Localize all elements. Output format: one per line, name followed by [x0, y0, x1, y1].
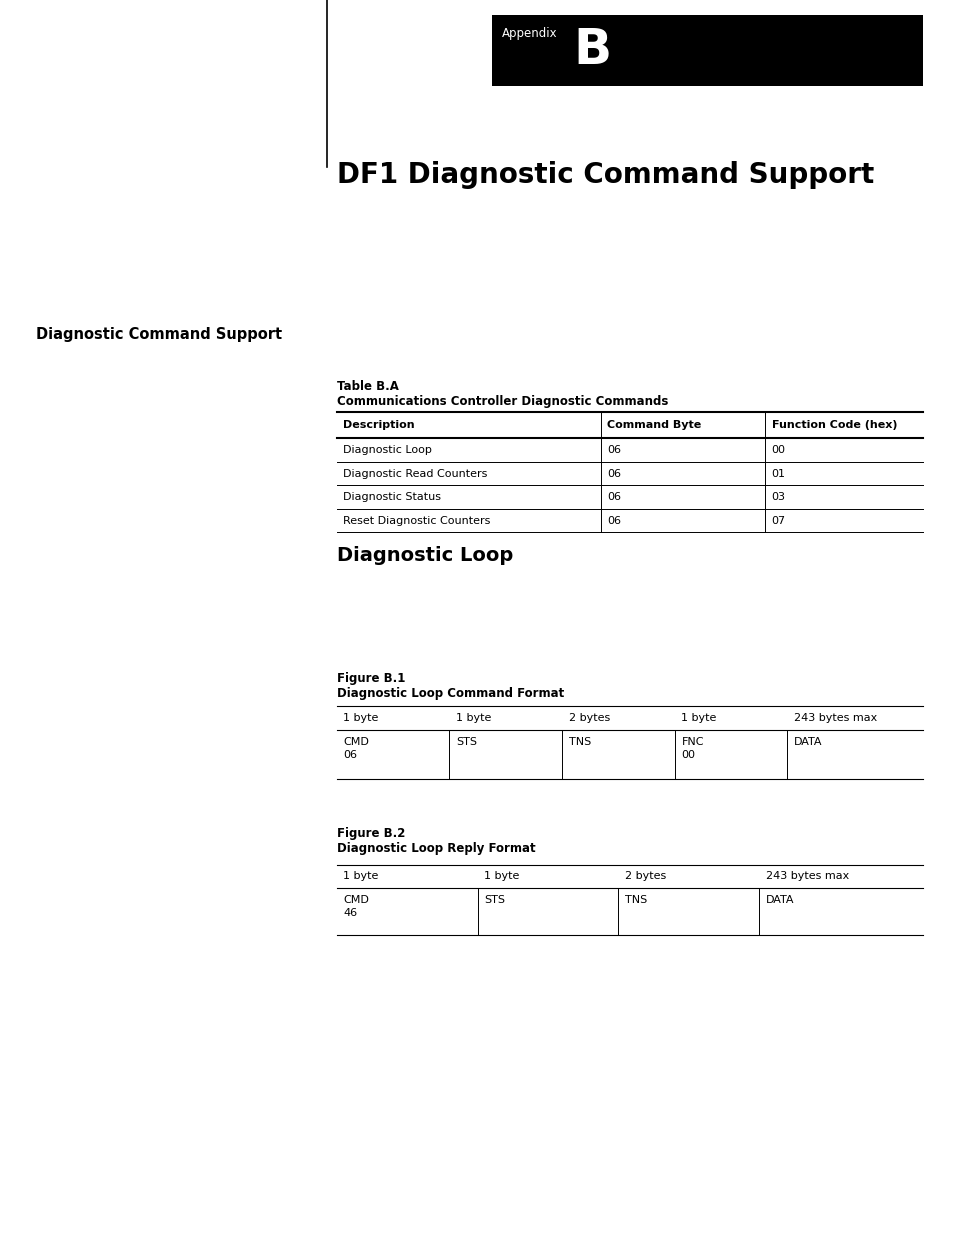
Text: 1 byte: 1 byte — [343, 713, 378, 724]
Text: 03: 03 — [771, 492, 785, 503]
Text: TNS: TNS — [568, 737, 590, 747]
Text: Diagnostic Read Counters: Diagnostic Read Counters — [343, 468, 487, 479]
Text: DF1 Diagnostic Command Support: DF1 Diagnostic Command Support — [336, 161, 873, 189]
Text: 01: 01 — [771, 468, 785, 479]
Text: TNS: TNS — [624, 895, 647, 905]
Text: Command Byte: Command Byte — [607, 420, 701, 431]
Text: Diagnostic Loop Reply Format: Diagnostic Loop Reply Format — [336, 842, 535, 856]
Text: 243 bytes max: 243 bytes max — [765, 871, 848, 882]
Text: 07: 07 — [771, 515, 785, 526]
Text: 1 byte: 1 byte — [484, 871, 519, 882]
Text: Diagnostic Loop: Diagnostic Loop — [336, 546, 513, 564]
Bar — [492, 15, 923, 86]
Text: Function Code (hex): Function Code (hex) — [771, 420, 897, 431]
Text: 1 byte: 1 byte — [456, 713, 491, 724]
Text: 06: 06 — [607, 468, 620, 479]
Text: B: B — [573, 26, 611, 74]
Text: FNC
00: FNC 00 — [680, 737, 703, 760]
Text: Description: Description — [343, 420, 415, 431]
Text: 1 byte: 1 byte — [680, 713, 716, 724]
Text: 2 bytes: 2 bytes — [568, 713, 609, 724]
Text: Diagnostic Loop: Diagnostic Loop — [343, 445, 432, 456]
Text: 2 bytes: 2 bytes — [624, 871, 665, 882]
Text: Figure B.2: Figure B.2 — [336, 827, 405, 841]
Text: 1 byte: 1 byte — [343, 871, 378, 882]
Text: DATA: DATA — [765, 895, 794, 905]
Text: 00: 00 — [771, 445, 785, 456]
Text: 06: 06 — [607, 492, 620, 503]
Text: Appendix: Appendix — [501, 27, 557, 41]
Text: Communications Controller Diagnostic Commands: Communications Controller Diagnostic Com… — [336, 395, 667, 409]
Text: Reset Diagnostic Counters: Reset Diagnostic Counters — [343, 515, 490, 526]
Text: 243 bytes max: 243 bytes max — [793, 713, 877, 724]
Text: 06: 06 — [607, 445, 620, 456]
Text: CMD
06: CMD 06 — [343, 737, 369, 760]
Text: DATA: DATA — [793, 737, 821, 747]
Text: CMD
46: CMD 46 — [343, 895, 369, 918]
Text: Table B.A: Table B.A — [336, 380, 398, 394]
Text: Figure B.1: Figure B.1 — [336, 672, 405, 685]
Text: STS: STS — [456, 737, 476, 747]
Text: Diagnostic Status: Diagnostic Status — [343, 492, 441, 503]
Text: 06: 06 — [607, 515, 620, 526]
Text: STS: STS — [484, 895, 505, 905]
Text: Diagnostic Command Support: Diagnostic Command Support — [36, 327, 282, 342]
Text: Diagnostic Loop Command Format: Diagnostic Loop Command Format — [336, 687, 563, 700]
